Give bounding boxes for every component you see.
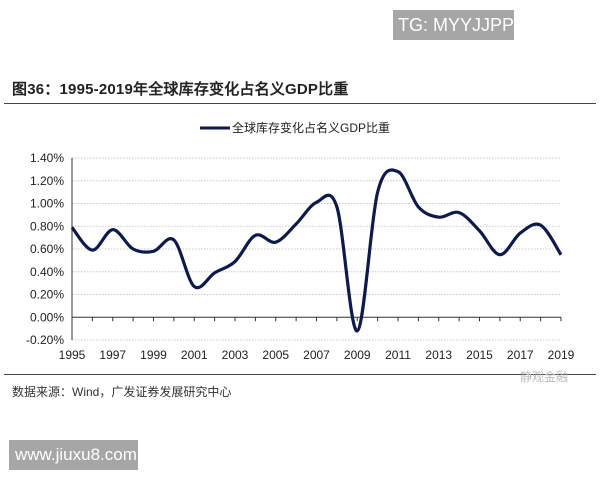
y-tick-label: 0.20%	[30, 288, 64, 302]
figure-title: 图36：1995-2019年全球库存变化占名义GDP比重	[12, 81, 349, 98]
x-tick-label: 1999	[140, 348, 167, 362]
legend-label: 全球库存变化占名义GDP比重	[232, 120, 390, 135]
y-tick-label: 1.40%	[30, 151, 64, 165]
x-axis: 1995 1997 1999 2001 2003 2005 2007 2009 2011 2013…	[59, 316, 575, 362]
y-axis: -0.20% 0.00% 0.20% 0.40% 0.60% 0.80% 1.00% 1.20…	[26, 151, 73, 347]
x-tick-label: 2019	[548, 348, 575, 362]
x-tick-label: 2017	[507, 348, 534, 362]
y-tick-label: 0.00%	[30, 310, 64, 324]
x-tick-label: 1995	[59, 348, 86, 362]
series-line	[70, 168, 563, 333]
x-tick-label: 2001	[181, 348, 208, 362]
y-tick-label: 1.00%	[30, 197, 64, 211]
title-divider	[4, 103, 596, 104]
y-tick-label: 0.60%	[30, 242, 64, 256]
y-tick-label: 0.40%	[30, 265, 64, 279]
x-tick-label: 2003	[222, 348, 249, 362]
y-tick-label: -0.20%	[26, 333, 64, 347]
x-tick-label: 2005	[262, 348, 289, 362]
line-chart: 全球库存变化占名义GDP比重 -0.20% 0.00% 0.20% 0.40% 0.60…	[26, 120, 575, 362]
watermark-tg: TG: MYYJJPP	[393, 10, 514, 40]
y-tick-label: 1.20%	[30, 174, 64, 188]
x-tick-label: 2009	[344, 348, 371, 362]
x-tick-label: 2007	[303, 348, 330, 362]
x-tick-label: 2015	[466, 348, 493, 362]
wechat-watermark: 静观金融	[520, 370, 569, 384]
y-tick-label: 0.80%	[30, 219, 64, 233]
legend: 全球库存变化占名义GDP比重	[200, 120, 390, 135]
x-tick-label: 2013	[425, 348, 452, 362]
x-tick-label: 1997	[99, 348, 126, 362]
watermark-site: www.jiuxu8.com	[9, 440, 138, 470]
source-divider	[4, 374, 596, 375]
source-note: 数据来源：Wind，广发证券发展研究中心	[12, 385, 232, 399]
gridlines	[72, 157, 561, 341]
x-tick-label: 2011	[385, 348, 411, 362]
